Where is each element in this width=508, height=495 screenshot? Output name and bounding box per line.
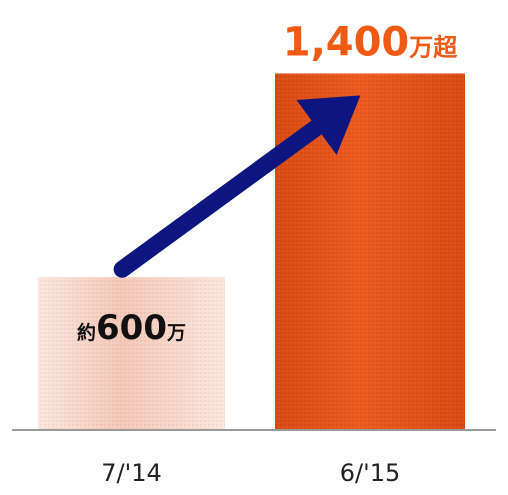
data-label-2: 1,400万超 (283, 19, 459, 65)
growth-arrow (113, 95, 361, 278)
data-label-2-suffix: 万超 (409, 33, 458, 61)
data-label-2-number: 1,400 (283, 19, 410, 65)
data-label-1-number: 600 (96, 308, 167, 348)
bar-1-texture (38, 277, 225, 430)
data-label-1: 約600万 (77, 308, 186, 348)
x-tick-label-2: 6/'15 (340, 459, 401, 487)
data-label-1-prefix: 約 (77, 321, 96, 344)
x-tick-label-1: 7/'14 (101, 459, 162, 487)
data-label-1-suffix: 万 (166, 322, 186, 344)
bar-1 (38, 277, 225, 430)
